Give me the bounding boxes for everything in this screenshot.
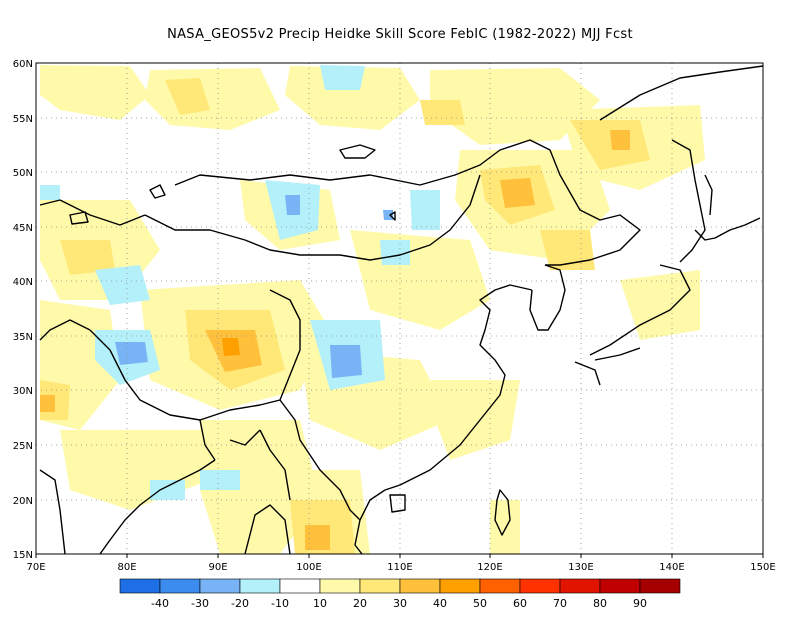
map-title: NASA_GEOS5v2 Precip Heidke Skill Score F… [167, 27, 633, 42]
colorbar: -40 -30 -20 -10 10 20 30 40 50 60 70 80 90 [119, 578, 681, 610]
lat-label-40n: 40N [13, 277, 33, 288]
colorbar-label: -20 [231, 597, 249, 610]
colorbar-label: 20 [353, 597, 367, 610]
lat-label-45n: 45N [13, 223, 33, 234]
colorbar-swatch [199, 578, 241, 594]
lat-label-55n: 55N [13, 114, 33, 125]
lon-label-110e: 110E [387, 562, 412, 573]
colorbar-label: -30 [191, 597, 209, 610]
colorbar-label: 50 [473, 597, 487, 610]
colorbar-label: 40 [433, 597, 447, 610]
lat-label-25n: 25N [13, 441, 33, 452]
colorbar-swatch [519, 578, 561, 594]
lon-label-80e: 80E [117, 562, 136, 573]
colorbar-swatch [559, 578, 601, 594]
colorbar-label: -40 [151, 597, 169, 610]
colorbar-swatch [279, 578, 321, 594]
lon-label-150e: 150E [750, 562, 775, 573]
colorbar-label: 60 [513, 597, 527, 610]
lat-label-50n: 50N [13, 168, 33, 179]
lon-tick-labels: 70E 80E 90E 100E 110E 120E 130E 140E 150… [26, 562, 775, 573]
colorbar-label: 90 [633, 597, 647, 610]
colorbar-swatch [639, 578, 681, 594]
lon-label-140e: 140E [659, 562, 684, 573]
lon-label-70e: 70E [26, 562, 45, 573]
lat-label-35n: 35N [13, 332, 33, 343]
lon-label-90e: 90E [208, 562, 227, 573]
colorbar-label: -10 [271, 597, 289, 610]
colorbar-swatch [159, 578, 201, 594]
colorbar-swatch [359, 578, 401, 594]
lon-label-130e: 130E [568, 562, 593, 573]
colorbar-swatch [599, 578, 641, 594]
colorbar-swatch [399, 578, 441, 594]
colorbar-swatch [119, 578, 161, 594]
lat-label-60n: 60N [13, 59, 33, 70]
colorbar-swatch [319, 578, 361, 594]
colorbar-label: 70 [553, 597, 567, 610]
lon-tick-marks [35, 554, 764, 558]
lon-label-120e: 120E [477, 562, 502, 573]
colorbar-label: 10 [313, 597, 327, 610]
coastlines [39, 65, 763, 554]
colorbar-swatch [479, 578, 521, 594]
colorbar-swatch [439, 578, 481, 594]
lat-tick-labels: 15N 20N 25N 30N 35N 40N 45N 50N 55N 60N [13, 59, 33, 561]
colorbar-label: 30 [393, 597, 407, 610]
lat-label-30n: 30N [13, 386, 33, 397]
colorbar-label: 80 [593, 597, 607, 610]
colorbar-swatch [239, 578, 281, 594]
skill-shading [40, 65, 705, 554]
grid-lines [36, 63, 763, 554]
lon-label-100e: 100E [296, 562, 321, 573]
lat-label-15n: 15N [13, 550, 33, 561]
lat-label-20n: 20N [13, 496, 33, 507]
